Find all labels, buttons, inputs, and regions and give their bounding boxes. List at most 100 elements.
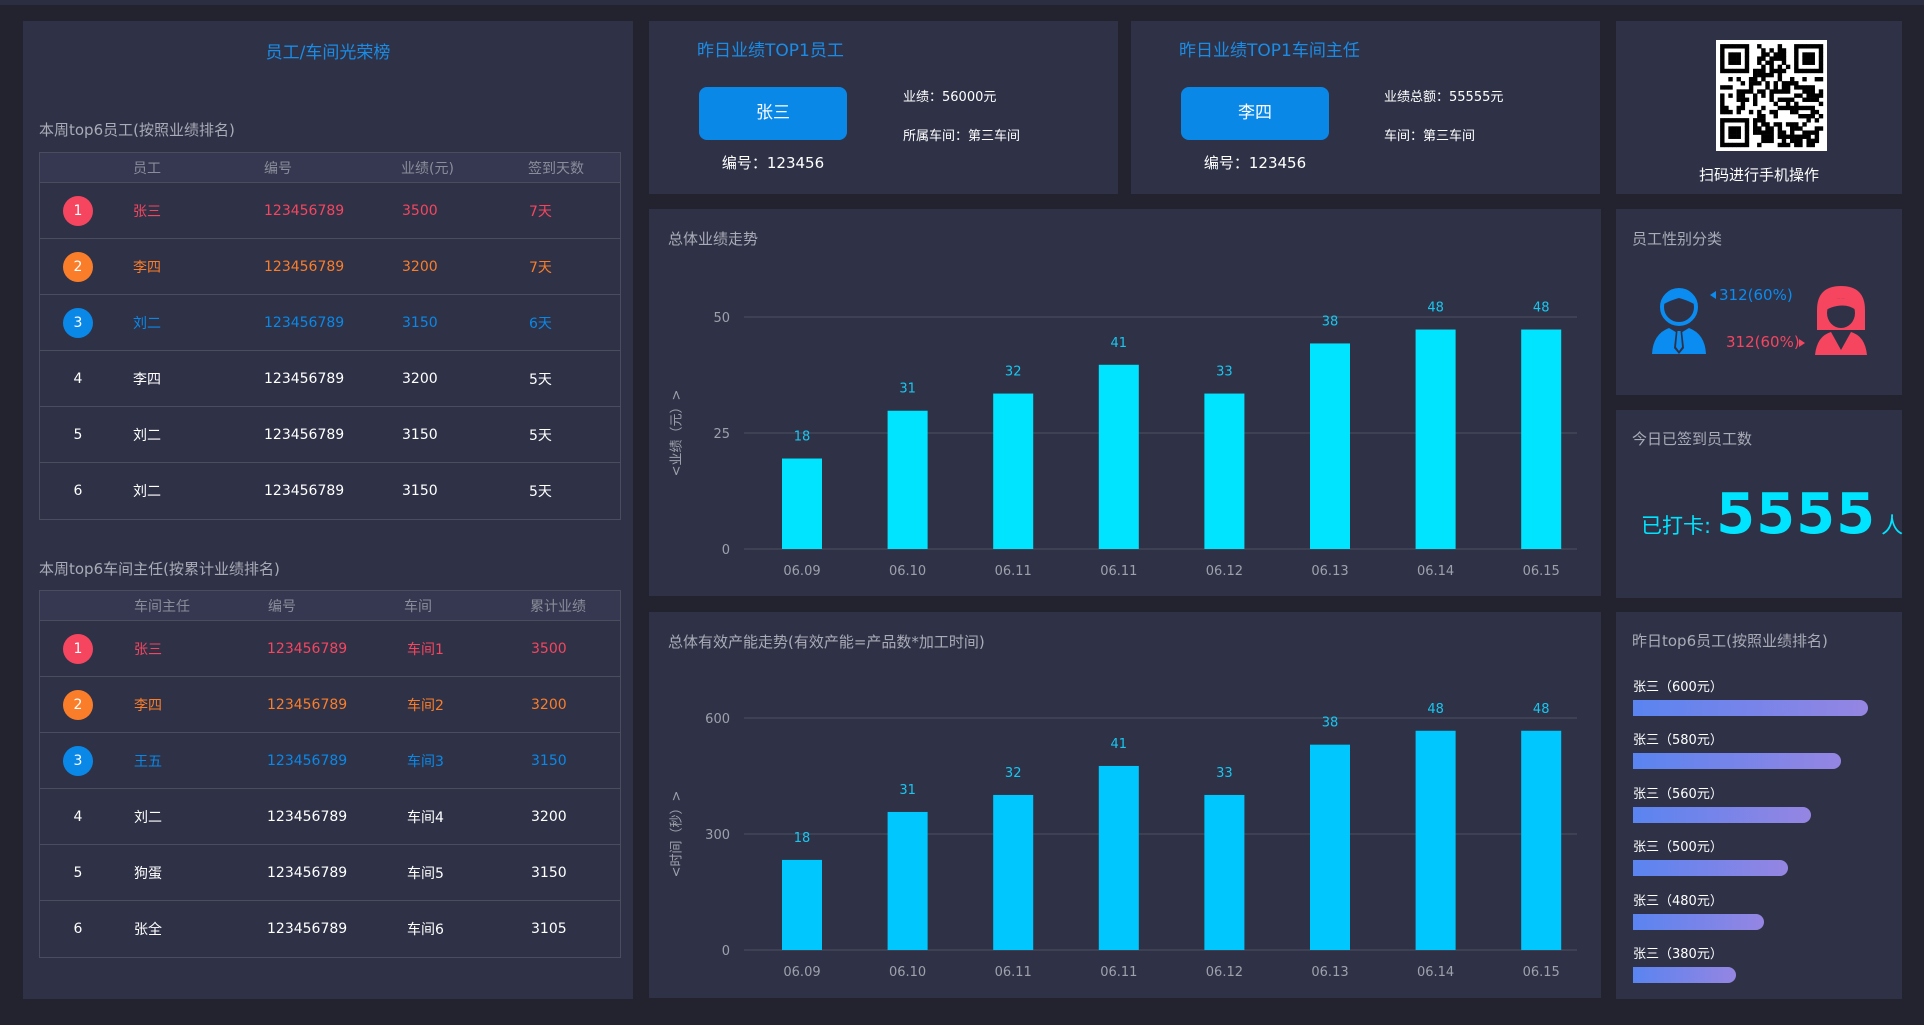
data-label: 38 — [1322, 716, 1339, 731]
director-id: 123456789 — [267, 696, 348, 713]
employee-name: 刘二 — [133, 427, 161, 444]
employee-score: 3500 — [402, 202, 438, 219]
top6-item-bar — [1633, 700, 1868, 716]
top6-item-bar — [1633, 860, 1788, 877]
x-tick-label: 06.10 — [889, 965, 926, 980]
top6-item-label: 张三（480元） — [1633, 893, 1723, 909]
table-row[interactable]: 2 李四 123456789 车间2 3200 — [40, 677, 620, 733]
table-row[interactable]: 3 王五 123456789 车间3 3150 — [40, 733, 620, 789]
bar[interactable] — [887, 410, 928, 549]
bar[interactable] — [1415, 730, 1456, 950]
rank-number: 4 — [73, 808, 83, 825]
data-label: 31 — [899, 783, 916, 798]
data-label: 31 — [899, 382, 916, 397]
signin-panel: 今日已签到员工数 已打卡: 5555 人 — [1616, 410, 1904, 598]
data-label: 38 — [1322, 314, 1339, 329]
performance-trend-chart: 0 25 50 <业绩（元）> 18 06.09 31 06.10 32 06.11 41 06.11… — [670, 301, 1577, 579]
header-id: 编号 — [264, 160, 292, 177]
employee-days: 7天 — [529, 203, 552, 220]
top-strip — [0, 0, 1924, 5]
qr-code-icon[interactable] — [1716, 40, 1827, 151]
table-row[interactable]: 5 狗蛋 123456789 车间5 3150 — [40, 845, 620, 901]
top6-item-label: 张三（500元） — [1633, 840, 1723, 856]
employee-table: 员工 编号 业绩(元) 签到天数 1 张三 123456789 3500 7天 2 李四 12… — [39, 152, 621, 520]
employee-name: 李四 — [133, 259, 161, 276]
header-id: 编号 — [268, 598, 296, 615]
employee-score: 3150 — [402, 483, 438, 499]
bar[interactable] — [1310, 744, 1350, 950]
header-days: 签到天数 — [528, 160, 584, 177]
bar[interactable] — [782, 458, 822, 549]
rank-number: 4 — [73, 370, 83, 387]
bar[interactable] — [993, 794, 1034, 950]
director-name: 张全 — [134, 922, 162, 938]
table-row[interactable]: 4 李四 123456789 3200 5天 — [40, 351, 620, 407]
director-name: 刘二 — [134, 809, 162, 826]
signin-unit: 人 — [1881, 514, 1904, 539]
performance-trend-panel: 总体业绩走势 0 25 50 <业绩（元）> 18 06.09 31 06.10 32 06.11… — [649, 209, 1601, 596]
signin-title: 今日已签到员工数 — [1632, 430, 1753, 448]
table-row[interactable]: 4 刘二 123456789 车间4 3200 — [40, 789, 620, 845]
top1-director-score: 业绩总额：55555元 — [1384, 90, 1504, 105]
bar[interactable] — [1310, 343, 1350, 549]
director-id: 123456789 — [267, 864, 348, 881]
table-row[interactable]: 1 张三 123456789 车间1 3500 — [40, 621, 620, 677]
table-row[interactable]: 6 刘二 123456789 3150 5天 — [40, 463, 620, 519]
top1-employee-title: 昨日业绩TOP1员工 — [697, 41, 844, 61]
top1-employee-name-button[interactable]: 张三 — [699, 87, 847, 140]
rank-badge: 3 — [63, 745, 93, 776]
bar[interactable] — [1204, 393, 1245, 549]
employee-score: 3150 — [402, 314, 438, 331]
header-score: 业绩(元) — [401, 160, 454, 177]
data-label: 48 — [1427, 301, 1444, 316]
male-count: 312(60%) — [1719, 286, 1793, 304]
y-tick-label: 0 — [722, 944, 730, 959]
top1-employee-card: 昨日业绩TOP1员工 张三 编号：123456 业绩：56000元 所属车间：第… — [649, 21, 1118, 194]
capacity-trend-chart: 0 300 600 <时间（秒）> 18 06.09 31 06.10 32 06.11 41 06.… — [670, 702, 1577, 980]
bar[interactable] — [1521, 730, 1562, 950]
director-workshop: 车间5 — [407, 865, 444, 882]
employee-name: 张三 — [133, 203, 161, 220]
rank-badge: 1 — [63, 195, 93, 226]
employee-id: 123456789 — [264, 258, 345, 275]
table-row[interactable]: 1 张三 123456789 3500 7天 — [40, 183, 620, 239]
top1-employee-score: 业绩：56000元 — [903, 90, 997, 105]
top1-director-title: 昨日业绩TOP1车间主任 — [1179, 41, 1360, 61]
data-label: 48 — [1533, 702, 1550, 717]
table-row[interactable]: 6 张全 123456789 车间6 3105 — [40, 901, 620, 957]
bar[interactable] — [993, 393, 1034, 549]
top6-item-bar — [1633, 806, 1811, 823]
x-tick-label: 06.11 — [995, 564, 1032, 579]
x-tick-label: 06.11 — [1100, 965, 1137, 980]
bar[interactable] — [1204, 794, 1245, 950]
bar[interactable] — [1521, 329, 1562, 549]
rank-badge: 2 — [63, 251, 93, 282]
director-table: 车间主任 编号 车间 累计业绩 1 张三 123456789 车间1 3500 2 李四 12… — [39, 590, 621, 958]
director-total: 3200 — [531, 696, 567, 713]
director-id: 123456789 — [267, 640, 348, 657]
x-tick-label: 06.09 — [783, 564, 820, 579]
male-arrow-icon — [1710, 291, 1716, 299]
table-row[interactable]: 5 刘二 123456789 3150 5天 — [40, 407, 620, 463]
top6-item-label: 张三（380元） — [1633, 947, 1723, 962]
employee-name: 刘二 — [133, 315, 161, 332]
bar[interactable] — [887, 811, 928, 950]
top1-director-name-button[interactable]: 李四 — [1181, 87, 1329, 140]
table-row[interactable]: 3 刘二 123456789 3150 6天 — [40, 295, 620, 351]
table-row[interactable]: 2 李四 123456789 3200 7天 — [40, 239, 620, 295]
data-label: 48 — [1533, 301, 1550, 316]
bar[interactable] — [782, 859, 822, 950]
data-label: 33 — [1216, 766, 1233, 781]
top1-director-id: 编号：123456 — [1203, 154, 1307, 172]
bar[interactable] — [1098, 364, 1139, 549]
director-table-header: 车间主任 编号 车间 累计业绩 — [40, 591, 620, 621]
data-label: 32 — [1005, 766, 1022, 781]
director-id: 123456789 — [267, 752, 348, 769]
bar[interactable] — [1415, 329, 1456, 549]
x-tick-label: 06.11 — [995, 965, 1032, 980]
director-id: 123456789 — [267, 808, 348, 825]
bar[interactable] — [1098, 765, 1139, 950]
x-tick-label: 06.10 — [889, 564, 926, 579]
employee-name: 李四 — [133, 371, 161, 388]
rank-number: 6 — [73, 921, 83, 937]
